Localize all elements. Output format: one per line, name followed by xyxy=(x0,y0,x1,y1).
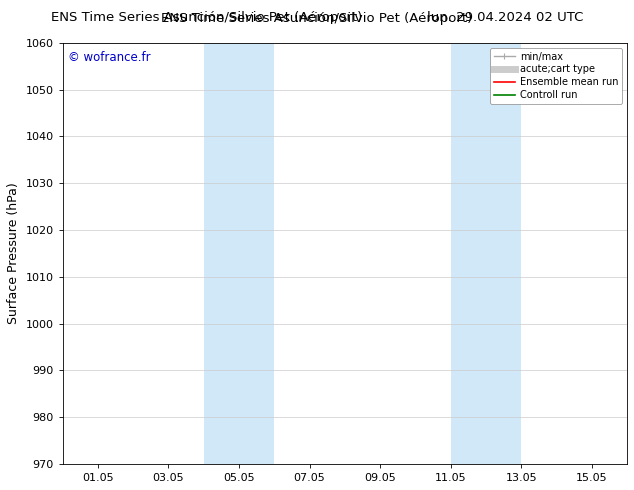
Text: ENS Time Series Asunción/Silvio Pet (Aéroport): ENS Time Series Asunción/Silvio Pet (Aér… xyxy=(51,11,362,24)
Text: ENS Time Series Asunción/Silvio Pet (Aéroport): ENS Time Series Asunción/Silvio Pet (Aér… xyxy=(162,12,472,25)
Bar xyxy=(204,43,275,464)
Text: © wofrance.fr: © wofrance.fr xyxy=(68,51,151,64)
Text: lun. 29.04.2024 02 UTC: lun. 29.04.2024 02 UTC xyxy=(427,11,583,24)
Legend: min/max, acute;cart type, Ensemble mean run, Controll run: min/max, acute;cart type, Ensemble mean … xyxy=(489,48,622,104)
Y-axis label: Surface Pressure (hPa): Surface Pressure (hPa) xyxy=(7,183,20,324)
Bar xyxy=(451,43,521,464)
